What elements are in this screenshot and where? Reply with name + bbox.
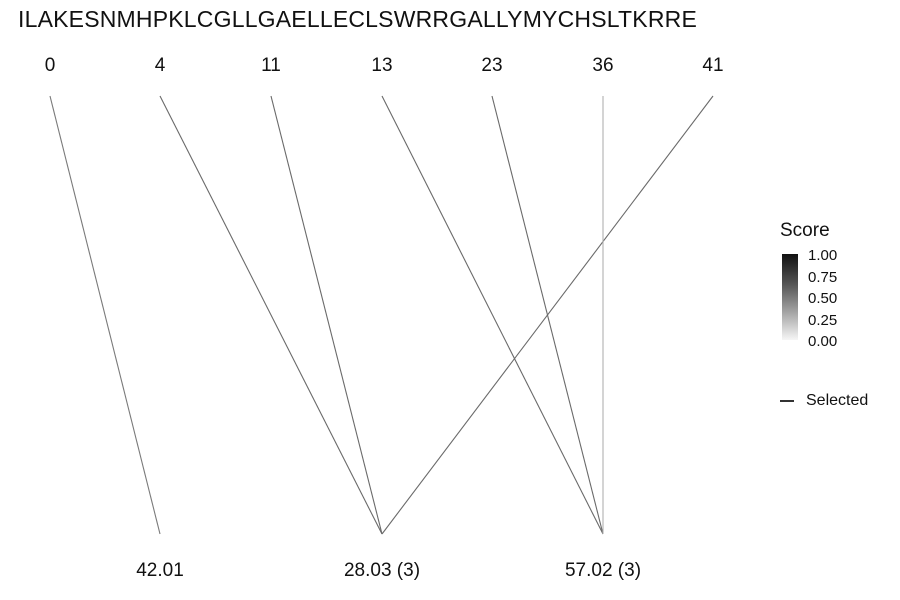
- selected-legend: Selected: [780, 392, 868, 410]
- top-node-label: 4: [155, 55, 166, 76]
- selected-line-icon: [780, 400, 794, 402]
- top-node-label: 41: [702, 55, 723, 76]
- top-node-label: 11: [261, 55, 281, 76]
- top-node-label: 0: [45, 55, 56, 76]
- legend-tick: 1.00: [808, 247, 838, 264]
- edge-line: [491, 95, 604, 535]
- edge-line: [270, 95, 383, 535]
- sequence-label: ILAKESNMHPKLCGLLGAELLECLSWRRGALLYMYCHSLT…: [18, 6, 697, 32]
- bottom-node-label: 42.01: [136, 560, 184, 581]
- top-node-label: 23: [481, 55, 502, 76]
- legend-tick: 0.50: [808, 290, 838, 307]
- selected-label: Selected: [806, 392, 869, 409]
- edge-line: [49, 95, 161, 535]
- top-node-label: 36: [592, 55, 613, 76]
- gradient-bar: [782, 254, 798, 340]
- edge-line: [159, 95, 383, 535]
- edge-line: [381, 95, 604, 535]
- top-node-label: 13: [371, 55, 392, 76]
- legend-tick: 0.25: [808, 311, 838, 329]
- bottom-node-label: 28.03 (3): [344, 560, 420, 581]
- score-legend: Score 1.00 0.75 0.50 0.25 0.00: [780, 220, 890, 350]
- legend-title: Score: [780, 220, 830, 241]
- legend-tick: 0.00: [808, 333, 838, 350]
- legend-ticks: 1.00 0.75 0.50 0.25 0.00: [808, 245, 837, 353]
- score-gradient: 1.00 0.75 0.50 0.25 0.00: [780, 244, 890, 350]
- bottom-node-label: 57.02 (3): [565, 560, 641, 581]
- legend-tick: 0.75: [808, 268, 838, 286]
